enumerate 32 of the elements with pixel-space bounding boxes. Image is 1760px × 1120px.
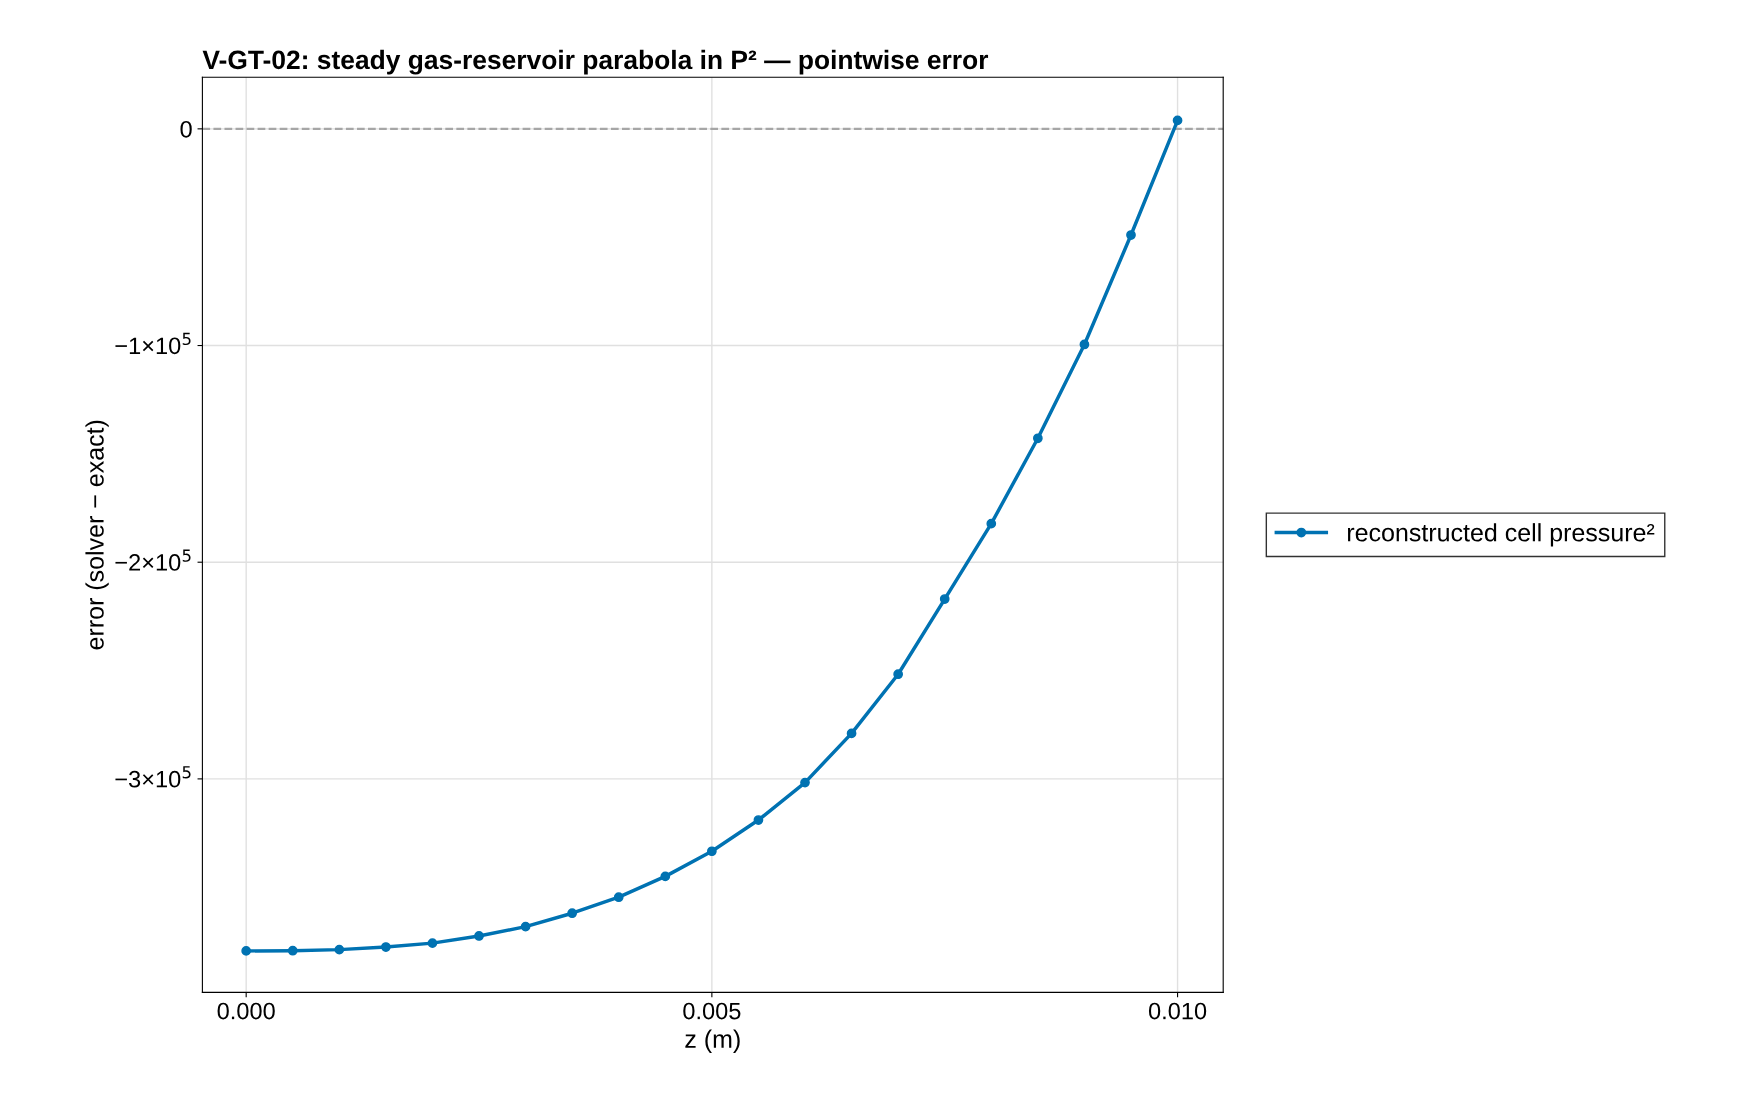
point	[1126, 230, 1136, 240]
point	[520, 921, 531, 932]
point	[707, 846, 717, 857]
point	[613, 892, 624, 903]
point	[939, 594, 950, 604]
y-tick-label: −1×10$^{5}$	[115, 332, 191, 355]
point	[427, 938, 438, 948]
legend-label: reconstructed cell pressure²	[1347, 523, 1655, 547]
point	[567, 908, 578, 919]
y-axis-title: error (solver − exact)	[85, 420, 109, 650]
x-tick-label: 0.005	[683, 1002, 741, 1020]
point	[800, 777, 810, 788]
y-tick-label: −3×10$^{5}$	[115, 766, 191, 788]
point	[1172, 115, 1183, 126]
point	[660, 871, 671, 882]
point	[241, 946, 252, 956]
point	[381, 942, 391, 952]
x-tick-label: 0.010	[1148, 1002, 1207, 1020]
point	[1079, 339, 1090, 350]
y-tick-label: 0	[180, 120, 192, 138]
point	[753, 815, 764, 825]
point	[893, 669, 904, 680]
x-axis-title: z (m)	[685, 1029, 740, 1053]
x-tick-label: 0.000	[217, 1002, 275, 1020]
point	[1032, 433, 1043, 444]
point	[334, 944, 345, 955]
chart-title: V-GT-02: steady gas-reservoir parabola in P² — pointwise error	[202, 49, 989, 75]
point	[287, 945, 298, 956]
point	[986, 518, 997, 529]
y-tick-label: −2×10$^{5}$	[115, 549, 191, 571]
point	[474, 931, 484, 941]
point	[846, 728, 857, 739]
